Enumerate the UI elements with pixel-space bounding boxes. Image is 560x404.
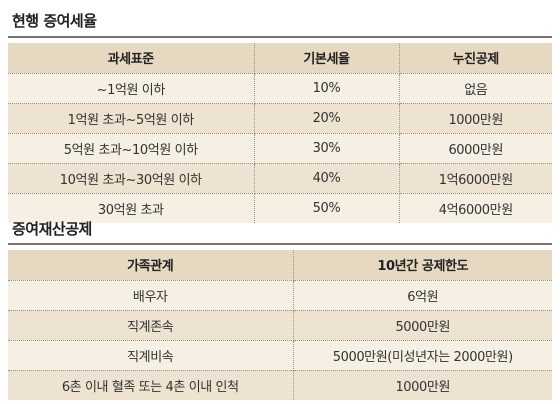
table-row: 1억원 초과~5억원 이하 20% 1000만원 (8, 103, 552, 134)
table-row: 배우자 6억원 (8, 280, 552, 311)
rate-cell: 50% (254, 193, 400, 223)
tax-rate-title: 현행 증여세율 (12, 12, 97, 30)
tax-rate-header-row: 과세표준 기본세율 누진공제 (8, 43, 552, 74)
deduction-cell: 4억6000만원 (399, 193, 552, 223)
limit-cell: 5000만원(미성년자는 2000만원) (293, 340, 552, 371)
gift-deduction-header-row: 가족관계 10년간 공제한도 (8, 250, 552, 281)
table-row: 직계존속 5000만원 (8, 310, 552, 341)
relation-cell: 배우자 (8, 280, 294, 311)
gift-deduction-title-rule (8, 243, 552, 245)
table-row: 10억원 초과~30억원 이하 40% 1억6000만원 (8, 163, 552, 194)
deduction-cell: 1억6000만원 (399, 163, 552, 194)
tax-base-cell: 1억원 초과~5억원 이하 (8, 103, 255, 134)
header-tax-base: 과세표준 (8, 43, 255, 74)
header-family-relation: 가족관계 (8, 250, 294, 281)
rate-cell: 10% (254, 73, 400, 104)
deduction-cell: 6000만원 (399, 133, 552, 164)
limit-cell: 5000만원 (293, 310, 552, 341)
tax-base-cell: 30억원 초과 (8, 193, 255, 223)
relation-cell: 직계존속 (8, 310, 294, 341)
tax-rate-table: 과세표준 기본세율 누진공제 ~1억원 이하 10% 없음 1억원 초과~5억원… (8, 43, 552, 223)
relation-cell: 직계비속 (8, 340, 294, 371)
rate-cell: 30% (254, 133, 400, 164)
table-row: 5억원 초과~10억원 이하 30% 6000만원 (8, 133, 552, 164)
table-row: 직계비속 5000만원(미성년자는 2000만원) (8, 340, 552, 371)
rate-cell: 40% (254, 163, 400, 194)
tax-base-cell: 5억원 초과~10억원 이하 (8, 133, 255, 164)
header-progressive-deduction: 누진공제 (399, 43, 552, 74)
tax-base-cell: ~1억원 이하 (8, 73, 255, 104)
relation-cell: 6촌 이내 혈족 또는 4촌 이내 인척 (8, 370, 294, 400)
gift-deduction-table: 가족관계 10년간 공제한도 배우자 6억원 직계존속 5000만원 직계비속 … (8, 250, 552, 400)
deduction-cell: 1000만원 (399, 103, 552, 134)
header-deduction-limit: 10년간 공제한도 (293, 250, 552, 281)
tax-base-cell: 10억원 초과~30억원 이하 (8, 163, 255, 194)
limit-cell: 1000만원 (293, 370, 552, 400)
limit-cell: 6억원 (293, 280, 552, 311)
table-row: 30억원 초과 50% 4억6000만원 (8, 193, 552, 223)
table-row: ~1억원 이하 10% 없음 (8, 73, 552, 104)
table-row: 6촌 이내 혈족 또는 4촌 이내 인척 1000만원 (8, 370, 552, 400)
gift-deduction-title: 증여재산공제 (12, 220, 92, 238)
tax-rate-title-rule (8, 36, 552, 38)
rate-cell: 20% (254, 103, 400, 134)
deduction-cell: 없음 (399, 73, 552, 104)
header-basic-rate: 기본세율 (254, 43, 400, 74)
